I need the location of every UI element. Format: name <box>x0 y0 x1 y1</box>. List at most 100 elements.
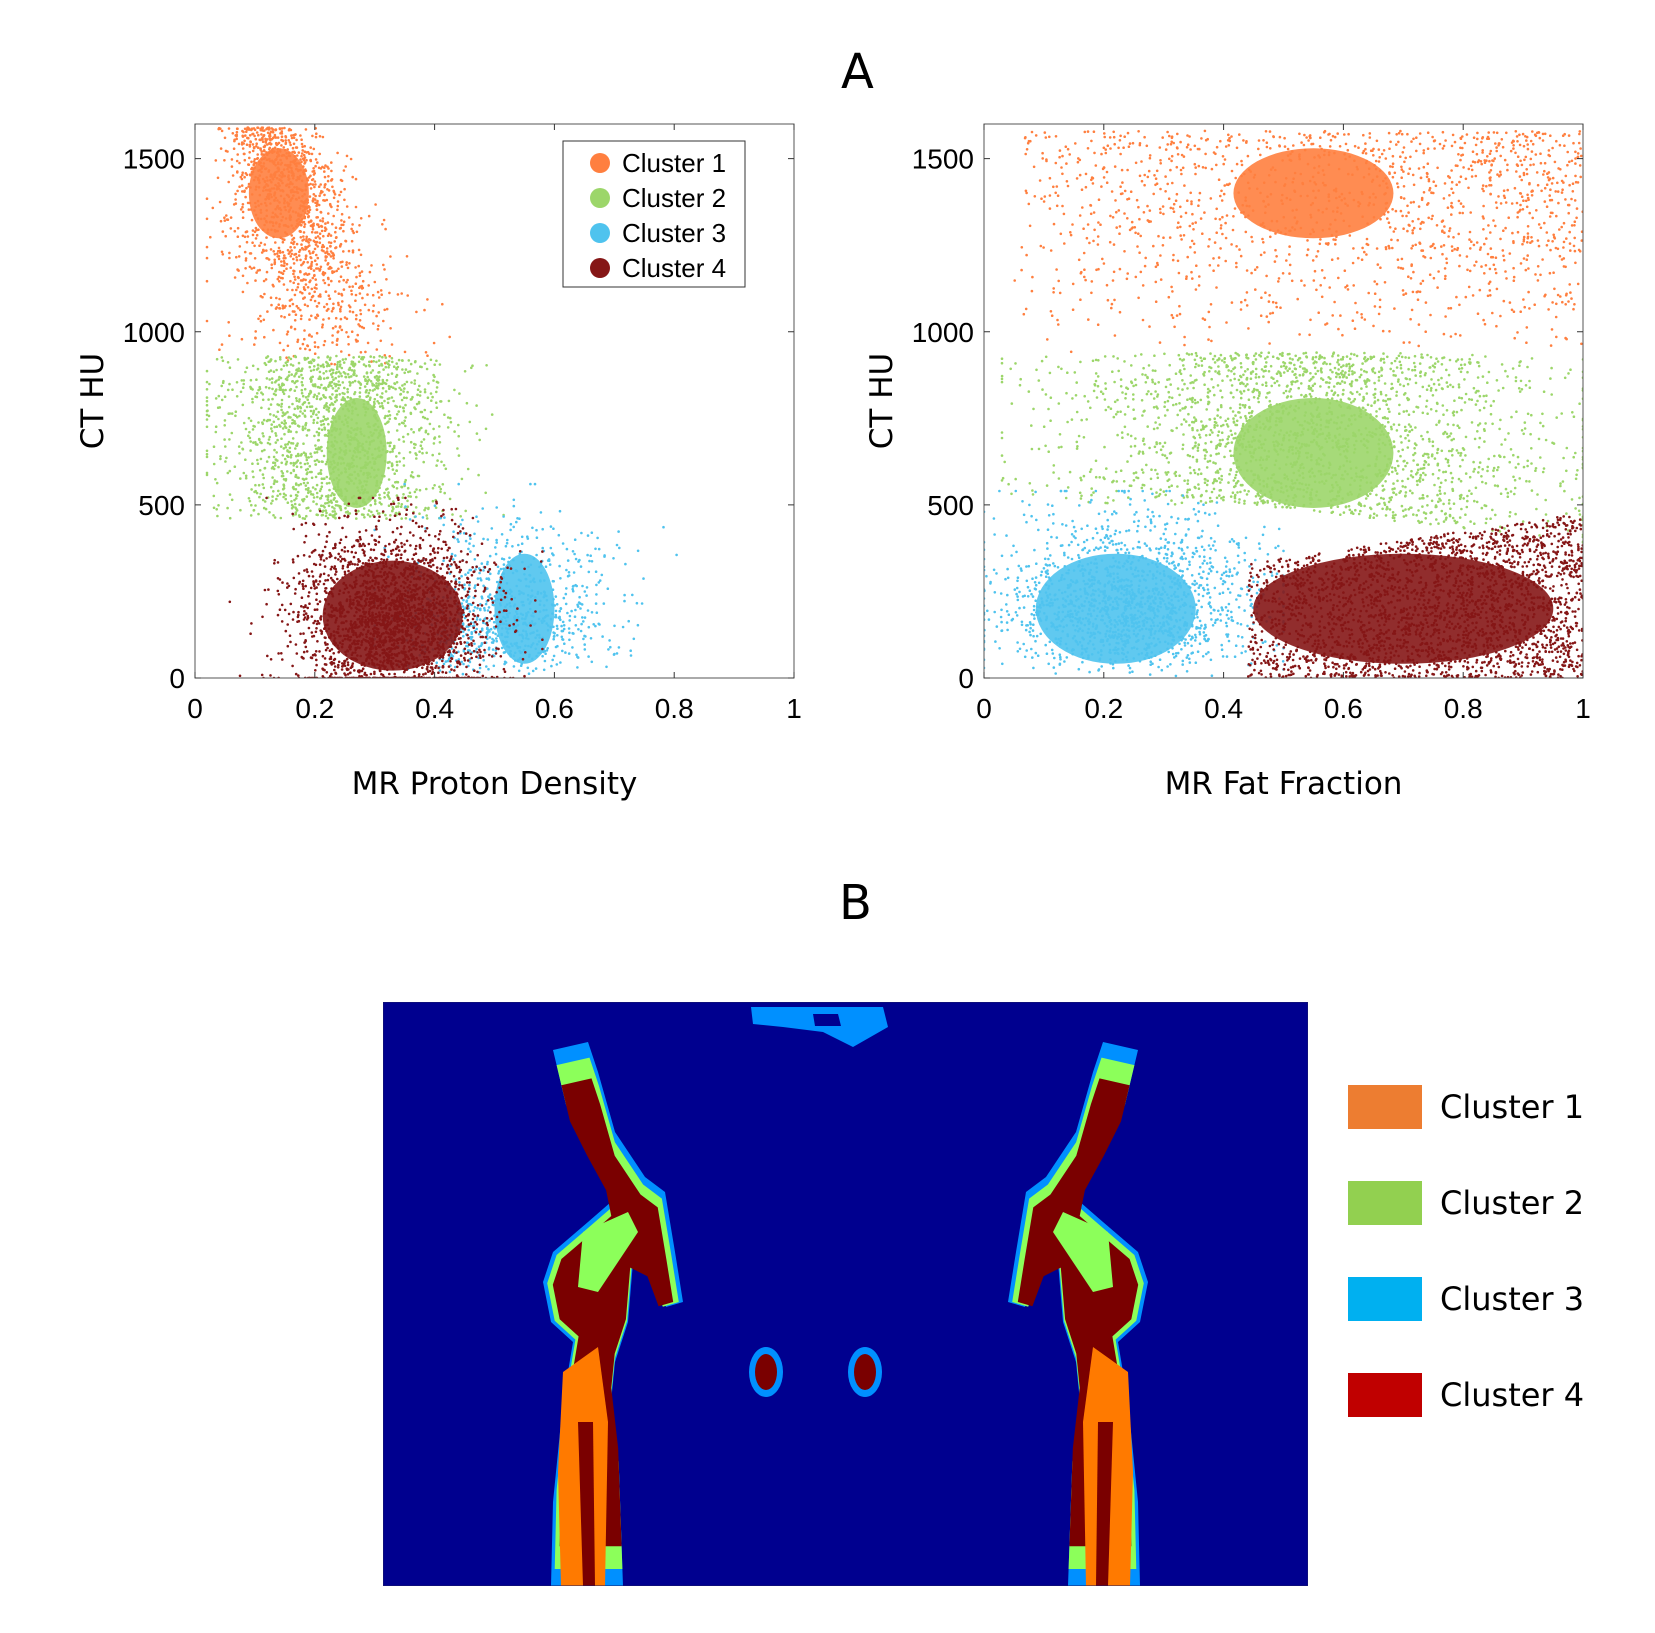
scatter-point <box>479 644 483 648</box>
scatter-point <box>409 440 413 444</box>
scatter-point <box>272 461 275 465</box>
scatter-point <box>289 357 293 361</box>
scatter-point <box>268 146 272 150</box>
scatter-point <box>297 400 301 403</box>
scatter-point <box>329 255 333 258</box>
scatter-point <box>476 604 480 607</box>
scatter-point <box>316 256 320 260</box>
scatter-point <box>387 504 391 508</box>
scatter-point <box>311 200 315 203</box>
scatter-point <box>478 571 481 575</box>
scatter-point <box>615 543 619 547</box>
scatter-point <box>235 130 239 134</box>
scatter-point <box>301 656 305 660</box>
scatter-point <box>486 599 490 602</box>
scatter-point <box>559 607 563 611</box>
scatter-point <box>391 447 395 451</box>
scatter-point <box>313 290 317 294</box>
scatter-point <box>387 420 390 423</box>
scatter-point <box>285 460 289 464</box>
scatter-point <box>237 445 241 448</box>
scatter-point <box>562 596 566 600</box>
scatter-point <box>483 609 487 612</box>
scatter-point <box>479 656 482 659</box>
scatter-point <box>254 226 258 230</box>
scatter-point <box>475 404 478 407</box>
scatter-point <box>304 272 308 275</box>
scatter-point <box>343 661 346 665</box>
scatter-point <box>382 368 385 371</box>
scatter-point <box>412 430 416 434</box>
scatter-point <box>352 555 356 559</box>
scatter-point <box>412 670 416 674</box>
scatter-point <box>342 278 346 282</box>
scatter-point <box>293 275 296 279</box>
scatter-point <box>479 608 482 612</box>
scatter-point <box>520 535 524 539</box>
scatter-point <box>307 506 310 510</box>
scatter-point <box>375 527 378 531</box>
scatter-point <box>578 558 581 562</box>
scatter-point <box>380 364 384 367</box>
scatter-point <box>250 503 253 507</box>
scatter-point <box>459 515 463 518</box>
scatter-point <box>335 236 338 239</box>
scatter-point <box>415 488 418 491</box>
scatter-point <box>344 506 347 510</box>
scatter-point <box>295 242 299 246</box>
scatter-point <box>352 356 355 359</box>
scatter-point <box>331 387 335 390</box>
scatter-point <box>386 373 390 377</box>
scatter-point <box>555 624 559 628</box>
scatter-point <box>394 417 398 420</box>
scatter-point <box>205 197 209 200</box>
scatter-point <box>401 368 404 371</box>
scatter-point <box>607 648 610 651</box>
scatter-point <box>247 208 251 211</box>
scatter-point <box>394 375 398 379</box>
scatter-point <box>432 427 435 431</box>
scatter-point <box>244 458 247 462</box>
scatter-point <box>280 405 283 408</box>
scatter-point <box>571 646 574 649</box>
scatter-point <box>384 414 387 418</box>
scatter-point <box>571 587 574 591</box>
scatter-point <box>425 451 429 455</box>
scatter-point <box>318 580 322 583</box>
scatter-point <box>315 598 318 601</box>
scatter-point <box>404 478 408 482</box>
scatter-point <box>217 504 220 507</box>
scatter-point <box>257 133 260 137</box>
scatter-point <box>301 517 305 520</box>
scatter-point <box>319 420 323 423</box>
scatter-point <box>331 415 335 418</box>
scatter-point <box>342 371 346 374</box>
scatter-point <box>284 443 287 447</box>
scatter-point <box>314 183 317 186</box>
scatter-point <box>338 193 341 197</box>
scatter-point <box>321 510 324 513</box>
scatter-point <box>240 441 243 444</box>
scatter-point <box>276 577 280 580</box>
scatter-point <box>284 139 288 142</box>
scatter-point <box>303 337 306 341</box>
scatter-point <box>565 587 568 590</box>
scatter-point <box>308 195 312 198</box>
scatter-point <box>313 451 317 454</box>
scatter-point <box>336 204 340 208</box>
scatter-point <box>319 616 322 620</box>
scatter-point <box>346 278 349 282</box>
scatter-point <box>343 316 347 319</box>
scatter-point <box>230 158 234 161</box>
scatter-point <box>205 396 209 399</box>
scatter-point <box>243 189 246 193</box>
scatter-point <box>463 370 467 373</box>
scatter-point <box>353 392 356 396</box>
scatter-point <box>348 512 352 515</box>
scatter-point <box>571 550 575 553</box>
scatter-point <box>244 134 247 137</box>
scatter-point <box>453 665 457 669</box>
scatter-point <box>405 396 408 400</box>
scatter-point <box>295 509 299 512</box>
scatter-point <box>277 254 281 258</box>
